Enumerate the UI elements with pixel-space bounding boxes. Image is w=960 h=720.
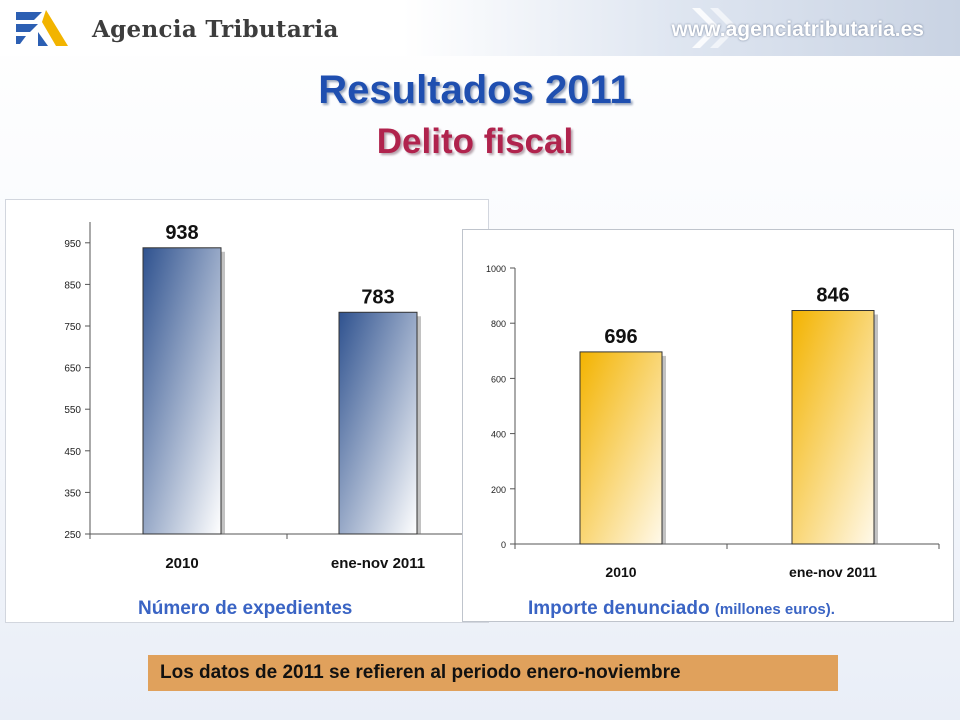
y-tick-label: 350 [64,488,81,499]
chart-caption-expedientes: Número de expedientes [138,598,352,620]
website-url[interactable]: www.agenciatributaria.es [671,18,924,41]
header-bar: Agencia Tributaria www.agenciatributaria… [0,0,960,56]
agencia-tributaria-logo-icon [16,10,68,46]
bar [579,351,663,545]
bar-value-label: 846 [816,285,849,307]
y-tick-label: 0 [501,540,506,550]
y-tick-label: 650 [64,364,81,375]
page-title: Resultados 2011 [318,68,632,112]
x-category-label: 2010 [165,555,198,572]
bar [791,310,875,545]
y-tick-label: 400 [491,430,506,440]
y-tick-label: 950 [64,239,81,250]
caption-unit: (millones euros). [714,601,835,618]
chart-caption-importe: Importe denunciado (millones euros). [528,598,835,620]
y-tick-label: 600 [491,374,506,384]
brand-name: Agencia Tributaria [92,16,339,43]
y-tick-label: 800 [491,319,506,329]
y-tick-label: 750 [64,322,81,333]
chart-panel-importe: 0 200 400 600 800 1000 696 2010 846 ene-nov 2011 [462,229,954,622]
y-tick-label: 1000 [486,264,506,274]
x-category-label: ene-nov 2011 [331,555,425,572]
bar-value-label: 783 [361,286,394,308]
chart-panel-expedientes: 250 350 450 550 650 750 850 950 938 2010 783 ene-no… [5,199,489,623]
y-tick-label: 250 [64,530,81,541]
y-tick-label: 850 [64,280,81,291]
footnote-banner: Los datos de 2011 se refieren al periodo… [148,655,838,691]
caption-text: Importe denunciado [528,598,710,619]
x-category-label: 2010 [605,564,636,580]
page-subtitle: Delito fiscal [376,122,574,161]
chevron-arrows-icon [692,8,738,48]
y-tick-label: 450 [64,447,81,458]
chart-expedientes: 250 350 450 550 650 750 850 950 938 2010 783 ene-no… [64,222,485,572]
bar-value-label: 938 [165,222,198,244]
chart-importe: 0 200 400 600 800 1000 696 2010 846 ene-nov 2011 [486,264,940,580]
y-tick-label: 550 [64,405,81,416]
bar [338,311,418,535]
x-category-label: ene-nov 2011 [789,564,877,580]
caption-text: Número de expedientes [138,598,353,619]
bar-value-label: 696 [604,326,637,348]
y-tick-label: 200 [491,485,506,495]
bar [142,247,222,535]
